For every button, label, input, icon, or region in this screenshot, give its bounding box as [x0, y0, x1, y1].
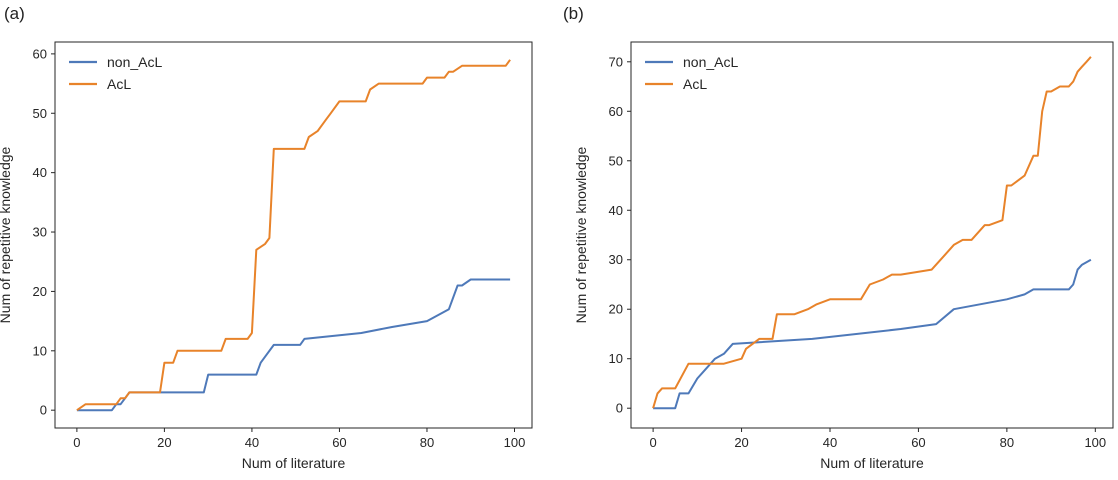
series-line-non-acl — [76, 278, 511, 412]
x-axis-title: Num of literature — [820, 455, 924, 471]
x-tick-label: 80 — [1000, 435, 1014, 450]
x-tick-label: 20 — [734, 435, 748, 450]
line-chart-a: 0 20 40 60 80 100 0 10 20 30 40 50 60 Num of literatu… — [0, 41, 533, 471]
y-axis-title: Num of repetitive knowledge — [0, 146, 13, 323]
panel-b: (b) 0 20 40 60 80 100 0 10 20 30 40 50 60 70 Num of li… — [559, 0, 1118, 480]
legend-label: AcL — [683, 76, 707, 92]
panel-label: (a) — [4, 4, 25, 23]
x-tick-label: 80 — [420, 435, 434, 450]
panel-label: (b) — [563, 4, 584, 23]
plot-frame — [54, 41, 533, 429]
y-axis-title: Num of repetitive knowledge — [573, 146, 589, 323]
y-tick-label: 30 — [609, 252, 623, 267]
x-tick-label: 20 — [157, 435, 171, 450]
x-axis-title: Num of literature — [242, 455, 346, 471]
y-tick-label: 10 — [33, 343, 47, 358]
x-tick-label: 0 — [649, 435, 656, 450]
y-tick-label: 10 — [609, 351, 623, 366]
x-tick-label: 100 — [504, 435, 526, 450]
y-tick-label: 0 — [616, 401, 623, 416]
y-tick-label: 0 — [40, 403, 47, 418]
panel-a: (a) 0 20 40 60 80 100 0 10 20 30 40 50 60 Num of lite… — [0, 4, 533, 471]
plot-frame — [630, 41, 1114, 429]
y-tick-label: 70 — [609, 54, 623, 69]
y-tick-label: 50 — [609, 153, 623, 168]
x-tick-label: 0 — [73, 435, 80, 450]
legend-label: non_AcL — [107, 54, 162, 70]
legend-label: non_AcL — [683, 54, 738, 70]
y-tick-label: 20 — [609, 302, 623, 317]
x-tick-label: 60 — [911, 435, 925, 450]
y-tick-label: 20 — [33, 284, 47, 299]
y-tick-label: 40 — [609, 203, 623, 218]
legend-label: AcL — [107, 76, 131, 92]
x-tick-label: 40 — [823, 435, 837, 450]
line-chart-b: 0 20 40 60 80 100 0 10 20 30 40 50 60 70 Num of litera… — [573, 41, 1114, 471]
series-line-acl — [76, 59, 511, 412]
series-line-acl — [652, 56, 1092, 409]
y-tick-label: 40 — [33, 165, 47, 180]
series-line-non-acl — [653, 258, 1092, 410]
x-tick-label: 100 — [1084, 435, 1106, 450]
x-tick-label: 60 — [332, 435, 346, 450]
y-tick-label: 50 — [33, 106, 47, 121]
y-tick-label: 30 — [33, 225, 47, 240]
x-tick-label: 40 — [245, 435, 259, 450]
y-tick-label: 60 — [609, 104, 623, 119]
y-tick-label: 60 — [33, 46, 47, 61]
